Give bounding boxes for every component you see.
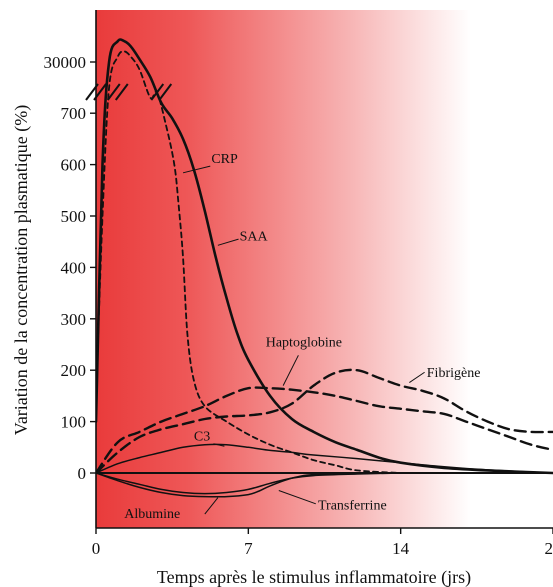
annotation-leader [217, 238, 239, 246]
series-layer [96, 38, 553, 498]
y-ticks: 0 100 200 300 400 500 600 700 30000 [44, 53, 96, 483]
y-tick-label: 700 [61, 104, 87, 123]
x-tick-label: 14 [392, 539, 410, 558]
annotations-layer: CRP SAA Haptoglobine Fibrigène C3 Transferrin… [124, 152, 480, 522]
y-break-marks [85, 83, 173, 101]
curve-break-mark [106, 83, 121, 101]
x-tick-label: 7 [244, 539, 253, 558]
annotation-label: Albumine [124, 507, 180, 522]
y-axis-title: Variation de la concentration plasmatiqu… [11, 105, 32, 435]
series-line-c3 [96, 443, 553, 474]
series-line-haptoglobine [96, 386, 553, 475]
y-tick-label: 600 [61, 156, 87, 175]
y-tick-label: 30000 [44, 53, 87, 72]
plot-background [96, 10, 553, 528]
annotation-label: SAA [240, 230, 269, 245]
series-line-saa [96, 50, 402, 474]
y-tick-label: 200 [61, 361, 87, 380]
annotation-label: Haptoglobine [266, 336, 342, 351]
annotation-leader [282, 355, 299, 386]
x-axis-title: Temps après le stimulus inflammatoire (j… [157, 567, 471, 587]
y-tick-label: 500 [61, 207, 87, 226]
annotation-leader [182, 165, 211, 174]
x-ticks: 0 7 14 21 [92, 528, 553, 558]
x-tick-label: 0 [92, 539, 101, 558]
x-tick-label: 21 [545, 539, 553, 558]
y-axis-break-mark [93, 83, 107, 101]
annotation-label: Fibrigène [427, 366, 481, 381]
y-tick-label: 300 [61, 310, 87, 329]
annotation-label: CRP [211, 152, 238, 167]
y-axis-break-mark [85, 83, 99, 101]
y-tick-label: 100 [61, 413, 87, 432]
curve-break-mark [150, 83, 165, 101]
annotation-leader [409, 371, 425, 383]
annotation-leader [204, 497, 219, 515]
y-tick-label: 400 [61, 258, 87, 277]
annotation-label: Transferrine [318, 498, 387, 513]
series-line-crp [96, 38, 553, 475]
annotation-leader [213, 443, 225, 447]
curve-break-mark [158, 83, 173, 101]
y-tick-label: 0 [78, 464, 87, 483]
series-line-fibrig-ne [96, 368, 553, 475]
curve-break-mark [114, 83, 129, 101]
annotation-label: C3 [194, 430, 210, 445]
annotation-leader [278, 490, 316, 505]
